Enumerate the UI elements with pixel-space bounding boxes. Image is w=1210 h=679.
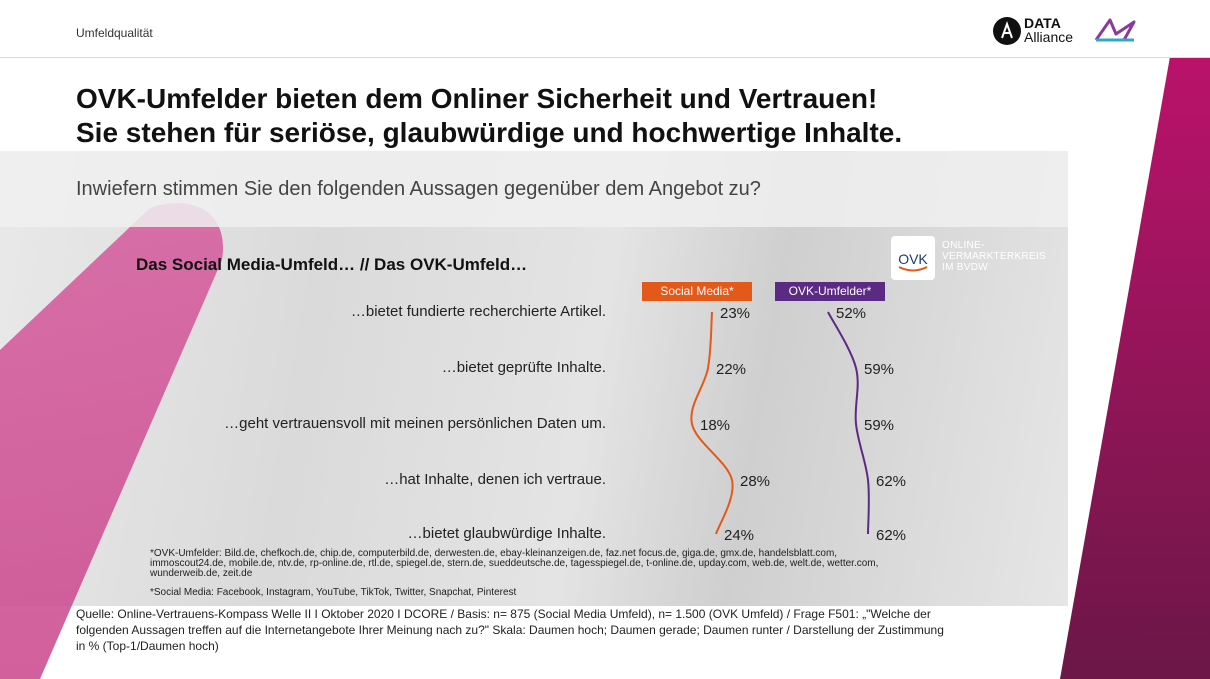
section-label: Umfeldqualität — [76, 26, 153, 40]
data-label-ovk-4: 62% — [876, 473, 906, 490]
ovk-logo-text: ONLINE- VERMARKTERKREIS IM BVDW — [942, 240, 1046, 273]
data-label-social-media-1: 23% — [720, 305, 750, 322]
data-alliance-logo-text: DATA Alliance — [1024, 16, 1073, 44]
data-label-ovk-5: 62% — [876, 527, 906, 544]
statement-column: …bietet fundierte recherchierte Artikel.… — [100, 0, 606, 679]
footnote-social-media: *Social Media: Facebook, Instagram, YouT… — [150, 587, 517, 598]
footnote-ovk-sites: *OVK-Umfelder: Bild.de, chefkoch.de, chi… — [150, 548, 879, 579]
survey-question: Inwiefern stimmen Sie den folgenden Auss… — [76, 178, 761, 200]
legend-ovk-umfelder: OVK-Umfelder* — [775, 282, 885, 301]
statement-2: …bietet geprüfte Inhalte. — [441, 359, 606, 376]
page-title: OVK-Umfelder bieten dem Onliner Sicherhe… — [76, 82, 902, 150]
title-line-1: OVK-Umfelder bieten dem Onliner Sicherhe… — [76, 83, 878, 114]
statement-4: …hat Inhalte, denen ich vertraue. — [384, 471, 606, 488]
ovk-line-2: VERMARKTERKREIS — [942, 251, 1046, 262]
data-label-social-media-3: 18% — [700, 417, 730, 434]
brand-triangle-icon — [1094, 18, 1136, 42]
statement-3: …geht vertrauensvoll mit meinen persönli… — [224, 415, 606, 432]
data-alliance-logo-icon — [993, 17, 1021, 45]
ovk-logo-mark: OVK — [898, 251, 928, 267]
data-label-ovk-2: 59% — [864, 361, 894, 378]
logo-alliance-word: Alliance — [1024, 29, 1074, 45]
source-note: Quelle: Online-Vertrauens-Kompass Welle … — [76, 607, 944, 653]
question-band — [0, 151, 1068, 227]
data-label-social-media-5: 24% — [724, 527, 754, 544]
logo-data-word: DATA — [1024, 15, 1061, 31]
data-label-ovk-3: 59% — [864, 417, 894, 434]
series-line-social-media — [690, 311, 734, 535]
data-label-social-media-4: 28% — [740, 473, 770, 490]
chart-title: Das Social Media-Umfeld… // Das OVK-Umfe… — [136, 255, 528, 274]
legend-social-media: Social Media* — [642, 282, 752, 301]
magenta-side-band — [1060, 0, 1210, 679]
data-label-ovk-1: 52% — [836, 305, 866, 322]
title-line-2: Sie stehen für seriöse, glaubwürdige und… — [76, 117, 903, 148]
statement-5: …bietet glaubwürdige Inhalte. — [407, 525, 606, 542]
series-line-ovk — [827, 311, 870, 535]
ovk-logo: OVK — [891, 236, 935, 280]
ovk-line-1: ONLINE- — [942, 240, 985, 251]
data-label-social-media-2: 22% — [716, 361, 746, 378]
statement-1: …bietet fundierte recherchierte Artikel. — [350, 303, 606, 320]
magenta-arrow-shape — [0, 203, 224, 679]
ovk-line-3: IM BVDW — [942, 262, 988, 273]
